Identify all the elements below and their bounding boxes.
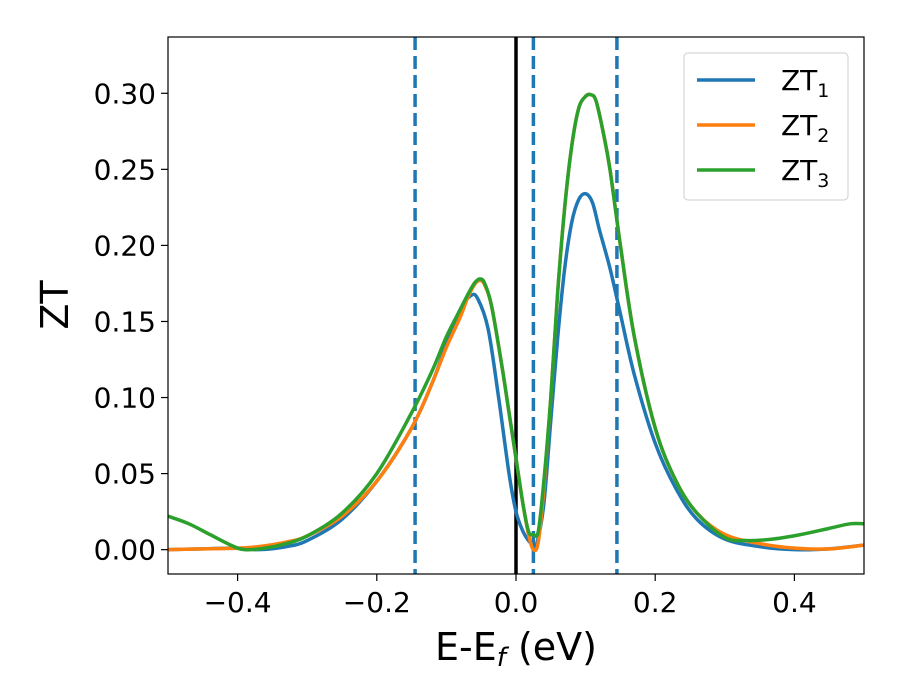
x-axis: −0.4 −0.2 0.0 0.2 0.4 <box>204 574 817 619</box>
y-tick-label: 0.05 <box>94 458 156 491</box>
legend: ZT1 ZT2 ZT3 <box>683 52 849 201</box>
x-axis-title-suffix: (eV) <box>506 625 597 669</box>
y-axis: 0.00 0.05 0.10 0.15 0.20 0.25 0.30 <box>94 77 168 567</box>
y-tick-label: 0.30 <box>94 77 156 110</box>
series-lines <box>168 92 864 553</box>
legend-box <box>683 52 849 201</box>
y-tick-label: 0.25 <box>94 153 156 186</box>
legend-label-zt2: ZT2 <box>781 109 829 147</box>
series-line-zt3 <box>168 92 864 552</box>
legend-label-zt3: ZT3 <box>781 154 829 192</box>
x-tick-label: 0.0 <box>494 586 539 619</box>
x-tick-label: 0.4 <box>772 586 817 619</box>
x-tick-label: −0.2 <box>343 586 411 619</box>
y-tick-label: 0.15 <box>94 305 156 338</box>
x-axis-title: E-Ef (eV) <box>435 625 597 673</box>
x-tick-label: −0.4 <box>204 586 272 619</box>
x-axis-title-main: E-E <box>435 625 497 669</box>
y-axis-title: ZT <box>33 280 77 330</box>
x-tick-label: 0.2 <box>633 586 678 619</box>
y-tick-label: 0.20 <box>94 229 156 262</box>
legend-label-zt1: ZT1 <box>781 64 829 102</box>
y-tick-label: 0.10 <box>94 382 156 415</box>
y-tick-label: 0.00 <box>94 534 156 567</box>
